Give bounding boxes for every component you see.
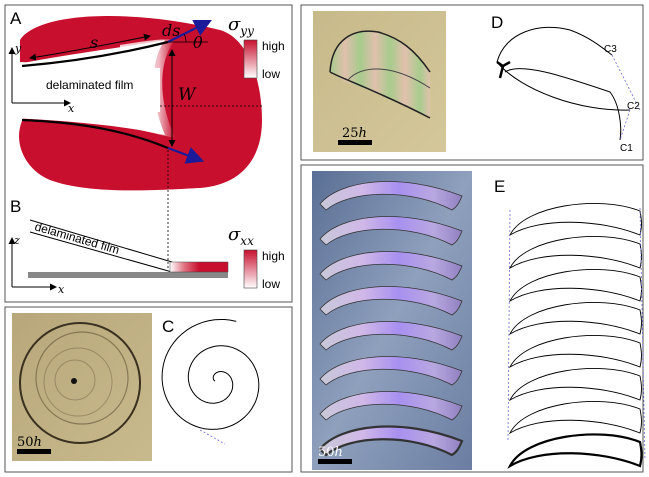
photo-crescent: [319, 181, 463, 211]
panel-b-letter: B: [10, 197, 21, 216]
axis-x-label-a: x: [68, 102, 75, 115]
traced-crescent: [507, 433, 643, 469]
stress-scale-b: [243, 249, 258, 289]
panel-d-letter: D: [491, 13, 503, 32]
traced-crescent: [508, 334, 642, 369]
scale-bar-e: [318, 459, 352, 464]
stress-label-b: σxx: [228, 224, 254, 248]
photo-crescent: [319, 286, 463, 316]
ds-label: ds: [162, 21, 180, 40]
photo-crescent: [319, 251, 463, 281]
traced-crescent: [508, 400, 642, 435]
scale-bar-c: [17, 449, 51, 454]
photo-e: [312, 171, 472, 470]
photo-crescent: [319, 356, 463, 386]
scale-label-d: 25h: [342, 126, 367, 141]
traced-crescent: [508, 235, 642, 270]
photo-crescent: [319, 216, 463, 246]
high-label-a: high: [262, 39, 285, 53]
traced-crescent: [508, 202, 642, 237]
scale-label-e: 50h: [318, 445, 343, 460]
panel-a: A s ds θ W y x delaminated film σyy: [8, 9, 285, 270]
point-c3: C3: [604, 44, 617, 55]
low-label-b: low: [262, 277, 280, 291]
bonded-film: [169, 261, 229, 273]
traced-crescent: [508, 301, 642, 336]
point-c2: C2: [627, 101, 640, 112]
s-label: s: [90, 33, 98, 52]
panel-d: 25h D C3 C2 C1: [313, 11, 641, 154]
spiral-trace: [161, 319, 260, 430]
low-label-a: low: [262, 67, 280, 81]
photo-c: [12, 313, 152, 461]
film-label-a: delaminated film: [46, 78, 133, 92]
s-arrow: [29, 33, 151, 61]
photo-crescent: [319, 321, 463, 351]
substrate: [28, 272, 228, 278]
normal-arrow-upper: [167, 20, 212, 43]
scale-label-c: 50h: [17, 435, 42, 450]
axis-z-label: z: [13, 234, 20, 247]
panel-c: 50h C: [12, 313, 260, 461]
panel-e: 50h E: [312, 171, 646, 470]
photo-crescent: [318, 425, 464, 457]
high-label-b: high: [262, 249, 285, 263]
panel-c-letter: C: [162, 317, 174, 336]
panel-e-letter: E: [494, 177, 505, 196]
photo-crescent: [319, 391, 463, 421]
film-edge-lower: [21, 118, 169, 150]
theta-label: θ: [193, 33, 203, 52]
axis-y-label: y: [14, 42, 22, 55]
panel-a-letter: A: [10, 9, 22, 28]
normal-arrow-lower: [167, 146, 205, 164]
traced-crescent: [508, 367, 642, 402]
axis-x-label-b: x: [58, 283, 65, 296]
w-label: W: [178, 85, 197, 105]
stress-scale-a: [243, 39, 258, 79]
stress-label-a: σyy: [228, 14, 254, 38]
point-c1: C1: [620, 143, 633, 154]
scale-bar-d: [338, 140, 372, 145]
